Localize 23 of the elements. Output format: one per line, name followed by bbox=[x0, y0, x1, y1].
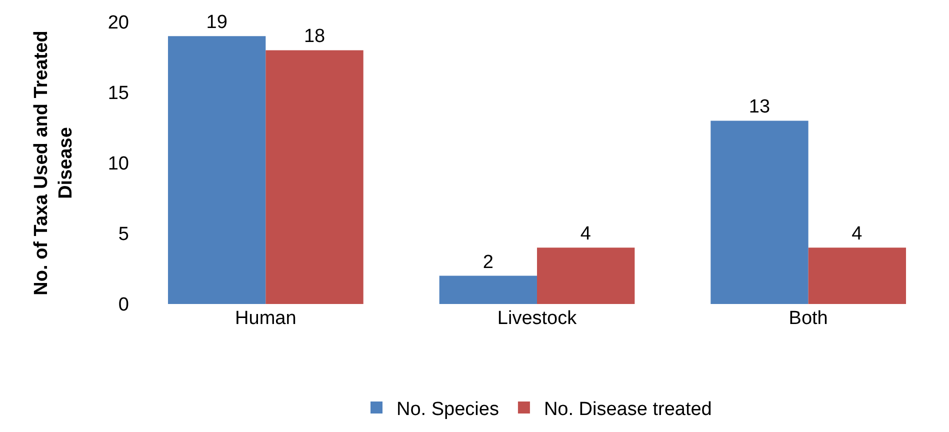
bar bbox=[710, 120, 808, 304]
y-tick-label: 5 bbox=[118, 224, 129, 246]
bar bbox=[808, 248, 906, 304]
data-label: 19 bbox=[206, 12, 228, 34]
x-tick-label: Livestock bbox=[497, 308, 578, 329]
y-axis-title: No. of Taxa Used and Treated Disease bbox=[31, 30, 77, 296]
y-tick-label: 15 bbox=[108, 83, 129, 104]
data-label: 13 bbox=[748, 96, 770, 118]
bar bbox=[537, 248, 635, 304]
y-tick-label: 0 bbox=[118, 294, 129, 316]
legend-label: No. Species bbox=[396, 398, 499, 420]
bar bbox=[266, 50, 364, 304]
bar bbox=[168, 36, 266, 304]
bar bbox=[439, 276, 537, 304]
data-label: 18 bbox=[304, 26, 326, 48]
y-tick-label: 20 bbox=[108, 12, 129, 34]
data-label: 4 bbox=[580, 224, 592, 245]
y-tick-label: 10 bbox=[108, 154, 129, 175]
data-label: 4 bbox=[852, 224, 863, 245]
x-tick-label: Both bbox=[788, 308, 828, 329]
data-label: 2 bbox=[482, 252, 494, 273]
x-tick-label: Human bbox=[235, 308, 296, 329]
legend-label: No. Disease treated bbox=[544, 398, 712, 420]
